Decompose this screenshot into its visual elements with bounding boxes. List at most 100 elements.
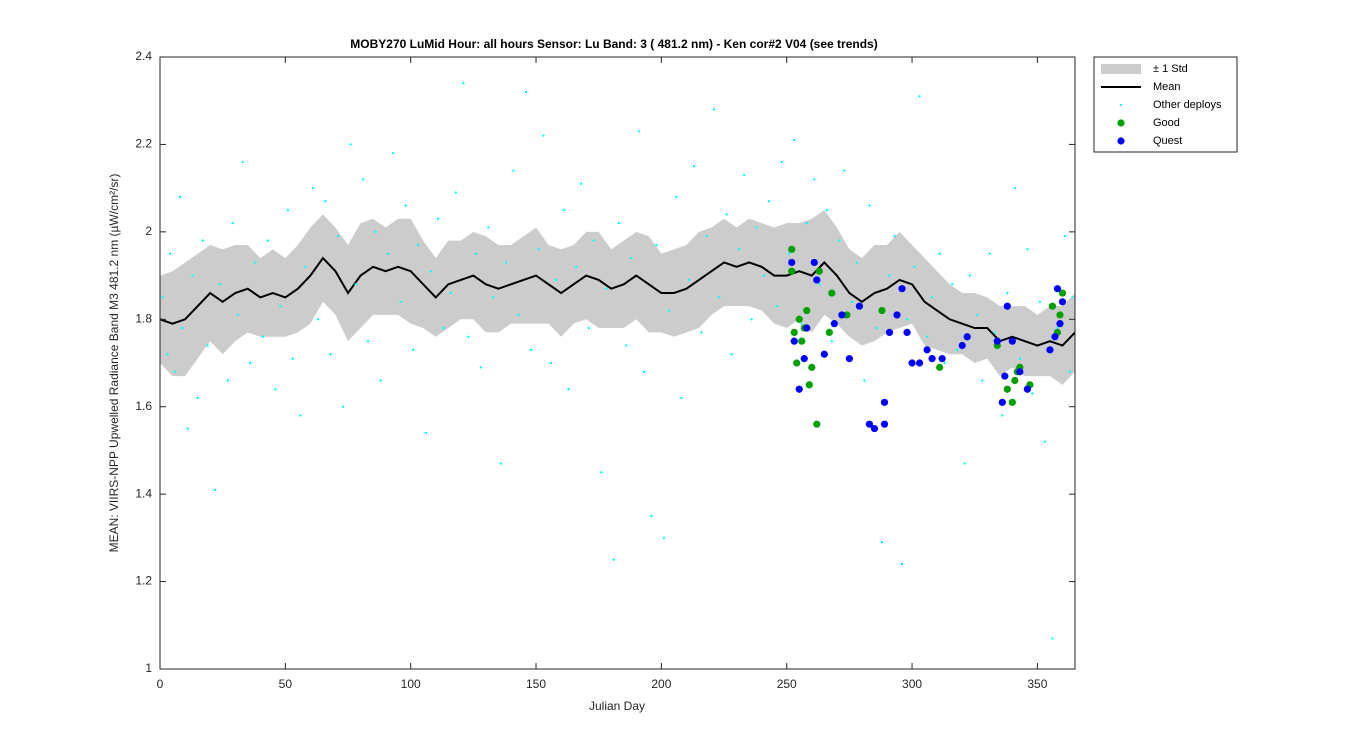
point [818,283,821,286]
point [955,348,959,352]
point [742,173,746,177]
point [800,355,808,363]
point [925,335,929,338]
point [1001,414,1004,417]
point [885,328,894,336]
point [1018,357,1022,360]
point [579,182,583,185]
point [549,361,553,365]
point [838,239,841,242]
point [1058,298,1067,306]
point [404,204,407,207]
point [938,355,946,363]
point [863,379,866,382]
point [617,221,620,225]
point [316,318,320,321]
point [1003,302,1011,310]
point [361,178,365,181]
point [843,311,851,319]
point [692,165,696,168]
point [1051,333,1059,341]
point [201,239,204,242]
point [976,313,979,317]
point [850,300,854,303]
point [261,335,264,338]
point [630,256,633,260]
plot-content [159,82,1076,640]
point [1048,302,1057,310]
point [790,328,798,336]
point [795,315,803,323]
y-tick-label: 2.4 [135,49,152,63]
point [1063,235,1067,238]
point [411,348,415,352]
x-tick-label: 0 [157,677,164,691]
point [988,252,991,255]
point [790,337,798,345]
point [1056,320,1064,328]
point [838,311,846,319]
point [562,208,565,212]
point [349,143,352,146]
point [191,274,194,277]
chart-title: MOBY270 LuMid Hour: all hours Sensor: Lu… [350,37,877,51]
point [311,186,315,190]
point [504,261,508,264]
point [825,208,829,212]
point [928,355,936,363]
legend-label: Other deploys [1153,99,1222,111]
point [424,431,427,435]
point [775,304,778,308]
point [893,311,901,319]
point [537,248,540,251]
point [705,235,708,238]
point [828,289,836,297]
point [800,322,803,325]
point [898,285,906,293]
point [930,296,934,299]
point [717,296,721,299]
point [700,331,703,334]
point [803,324,811,332]
point [474,252,478,255]
point [574,265,578,269]
point [755,226,758,229]
point [442,326,445,330]
point [567,388,570,391]
point [993,331,996,334]
point [279,304,282,308]
point [793,359,801,367]
point [467,335,470,338]
point [241,160,244,164]
point [286,208,290,212]
point [662,536,666,540]
plot-area [160,57,1075,669]
point [213,488,217,491]
point [492,296,495,299]
legend-label: Quest [1153,135,1182,147]
point [675,195,678,199]
point [161,296,164,299]
point [379,379,382,382]
plot-frame [159,56,1076,670]
point [903,328,911,336]
y-tick-label: 1.4 [135,486,152,500]
mean-line [159,256,1076,347]
point [830,320,838,328]
x-tick-label: 350 [1027,677,1047,691]
point [341,405,345,408]
point [788,252,791,255]
point [687,278,691,282]
point [993,337,1001,345]
point [437,217,440,220]
point [845,355,853,363]
point [462,82,465,85]
point [905,318,909,321]
legend-label: ± 1 Std [1153,63,1188,75]
point [730,353,733,356]
point [813,276,821,284]
point [231,221,234,225]
point [1071,296,1074,299]
point [524,90,528,94]
